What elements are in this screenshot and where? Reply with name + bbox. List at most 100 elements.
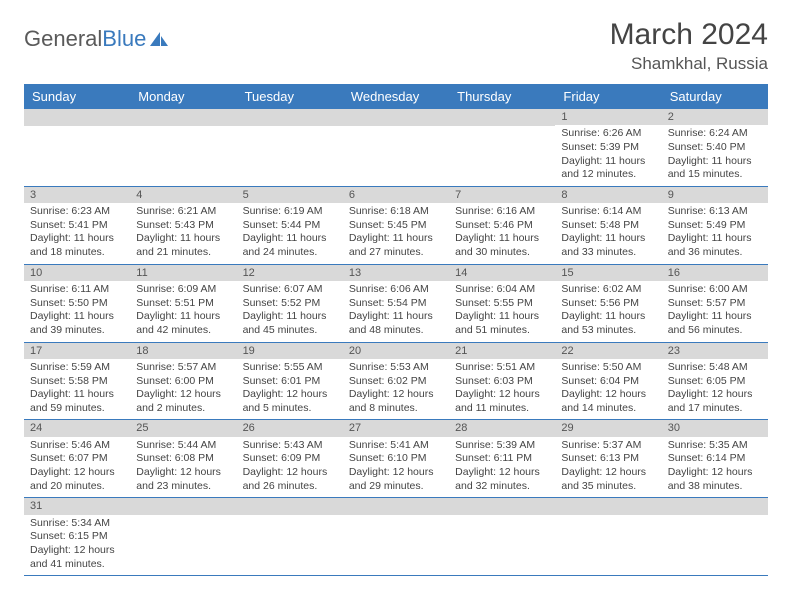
day-daylight1: Daylight: 12 hours [243,388,337,402]
day-number: 20 [343,343,449,359]
day-sunset: Sunset: 6:01 PM [243,375,337,389]
day-daylight1: Daylight: 12 hours [349,388,443,402]
day-number [130,498,236,515]
day-daylight1: Daylight: 11 hours [561,155,655,169]
weekday-monday: Monday [130,84,236,109]
day-body [662,515,768,572]
day-daylight2: and 26 minutes. [243,480,337,494]
day-sunset: Sunset: 5:49 PM [668,219,762,233]
day-daylight1: Daylight: 11 hours [455,232,549,246]
day-cell: 26Sunrise: 5:43 AMSunset: 6:09 PMDayligh… [237,420,343,497]
day-cell: 12Sunrise: 6:07 AMSunset: 5:52 PMDayligh… [237,265,343,342]
day-number: 21 [449,343,555,359]
day-daylight1: Daylight: 12 hours [243,466,337,480]
day-body [130,515,236,572]
day-sunrise: Sunrise: 6:07 AM [243,283,337,297]
day-number [449,109,555,126]
day-daylight2: and 20 minutes. [30,480,124,494]
day-daylight1: Daylight: 12 hours [136,388,230,402]
day-cell: 7Sunrise: 6:16 AMSunset: 5:46 PMDaylight… [449,187,555,264]
day-daylight2: and 21 minutes. [136,246,230,260]
day-daylight1: Daylight: 11 hours [243,310,337,324]
day-number: 2 [662,109,768,125]
day-daylight1: Daylight: 11 hours [668,310,762,324]
day-cell [237,498,343,575]
day-cell: 25Sunrise: 5:44 AMSunset: 6:08 PMDayligh… [130,420,236,497]
day-number: 7 [449,187,555,203]
day-cell: 30Sunrise: 5:35 AMSunset: 6:14 PMDayligh… [662,420,768,497]
day-daylight2: and 48 minutes. [349,324,443,338]
sail-icon [148,30,170,48]
day-sunset: Sunset: 6:02 PM [349,375,443,389]
day-daylight2: and 38 minutes. [668,480,762,494]
day-cell [130,109,236,186]
day-daylight2: and 27 minutes. [349,246,443,260]
day-cell: 1Sunrise: 6:26 AMSunset: 5:39 PMDaylight… [555,109,661,186]
day-sunset: Sunset: 5:50 PM [30,297,124,311]
day-daylight1: Daylight: 11 hours [30,310,124,324]
day-cell: 29Sunrise: 5:37 AMSunset: 6:13 PMDayligh… [555,420,661,497]
day-daylight2: and 41 minutes. [30,558,124,572]
logo: GeneralBlue [24,26,170,52]
day-cell: 24Sunrise: 5:46 AMSunset: 6:07 PMDayligh… [24,420,130,497]
day-sunset: Sunset: 6:05 PM [668,375,762,389]
day-sunset: Sunset: 6:08 PM [136,452,230,466]
day-daylight2: and 2 minutes. [136,402,230,416]
day-sunrise: Sunrise: 6:02 AM [561,283,655,297]
week-row: 10Sunrise: 6:11 AMSunset: 5:50 PMDayligh… [24,265,768,343]
day-sunset: Sunset: 5:58 PM [30,375,124,389]
day-body: Sunrise: 6:24 AMSunset: 5:40 PMDaylight:… [662,125,768,186]
day-cell: 23Sunrise: 5:48 AMSunset: 6:05 PMDayligh… [662,343,768,420]
day-sunrise: Sunrise: 6:18 AM [349,205,443,219]
day-sunset: Sunset: 5:39 PM [561,141,655,155]
day-daylight1: Daylight: 12 hours [30,544,124,558]
title-block: March 2024 Shamkhal, Russia [610,18,768,74]
day-number [24,109,130,126]
day-daylight2: and 35 minutes. [561,480,655,494]
day-daylight2: and 14 minutes. [561,402,655,416]
day-sunrise: Sunrise: 6:06 AM [349,283,443,297]
day-number [237,498,343,515]
day-body: Sunrise: 5:43 AMSunset: 6:09 PMDaylight:… [237,437,343,498]
day-cell [449,498,555,575]
day-sunrise: Sunrise: 5:35 AM [668,439,762,453]
day-sunset: Sunset: 5:56 PM [561,297,655,311]
day-cell: 15Sunrise: 6:02 AMSunset: 5:56 PMDayligh… [555,265,661,342]
day-body [449,515,555,572]
day-sunrise: Sunrise: 6:00 AM [668,283,762,297]
day-number: 14 [449,265,555,281]
day-daylight1: Daylight: 11 hours [668,155,762,169]
day-number: 24 [24,420,130,436]
day-sunset: Sunset: 5:55 PM [455,297,549,311]
day-daylight1: Daylight: 11 hours [561,310,655,324]
day-cell: 21Sunrise: 5:51 AMSunset: 6:03 PMDayligh… [449,343,555,420]
day-number: 13 [343,265,449,281]
day-number [662,498,768,515]
day-body [237,126,343,183]
day-cell: 11Sunrise: 6:09 AMSunset: 5:51 PMDayligh… [130,265,236,342]
day-sunset: Sunset: 6:04 PM [561,375,655,389]
day-body: Sunrise: 5:55 AMSunset: 6:01 PMDaylight:… [237,359,343,420]
day-sunset: Sunset: 5:43 PM [136,219,230,233]
day-sunrise: Sunrise: 5:53 AM [349,361,443,375]
day-sunrise: Sunrise: 5:43 AM [243,439,337,453]
day-cell: 16Sunrise: 6:00 AMSunset: 5:57 PMDayligh… [662,265,768,342]
day-daylight1: Daylight: 11 hours [455,310,549,324]
weekday-sunday: Sunday [24,84,130,109]
day-cell: 31Sunrise: 5:34 AMSunset: 6:15 PMDayligh… [24,498,130,575]
day-body [343,126,449,183]
day-number: 28 [449,420,555,436]
day-cell: 9Sunrise: 6:13 AMSunset: 5:49 PMDaylight… [662,187,768,264]
day-sunset: Sunset: 6:11 PM [455,452,549,466]
day-sunrise: Sunrise: 6:23 AM [30,205,124,219]
day-body: Sunrise: 5:39 AMSunset: 6:11 PMDaylight:… [449,437,555,498]
day-daylight1: Daylight: 11 hours [30,388,124,402]
day-sunrise: Sunrise: 5:39 AM [455,439,549,453]
day-sunrise: Sunrise: 5:55 AM [243,361,337,375]
day-daylight2: and 15 minutes. [668,168,762,182]
day-body: Sunrise: 6:26 AMSunset: 5:39 PMDaylight:… [555,125,661,186]
day-body: Sunrise: 6:11 AMSunset: 5:50 PMDaylight:… [24,281,130,342]
day-daylight2: and 17 minutes. [668,402,762,416]
day-sunset: Sunset: 5:41 PM [30,219,124,233]
day-daylight2: and 12 minutes. [561,168,655,182]
